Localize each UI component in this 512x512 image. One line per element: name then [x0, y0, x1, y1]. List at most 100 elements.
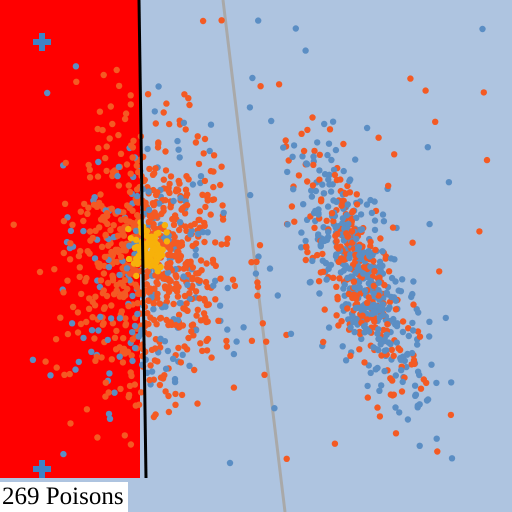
particle — [210, 196, 218, 203]
particle — [252, 270, 260, 277]
particle — [291, 218, 298, 225]
particle — [60, 217, 68, 225]
particle — [371, 226, 379, 234]
particle — [248, 337, 256, 344]
particle — [152, 165, 159, 172]
particle — [167, 246, 174, 253]
particle — [187, 231, 194, 238]
particle — [378, 352, 385, 359]
particle — [201, 238, 208, 246]
particle — [185, 176, 192, 183]
particle — [379, 295, 387, 302]
particle — [117, 385, 124, 393]
particle — [442, 314, 449, 322]
particle — [395, 345, 402, 352]
particle — [47, 372, 54, 379]
particle — [145, 206, 153, 214]
particle — [80, 227, 87, 235]
particle — [194, 400, 201, 407]
particle — [365, 328, 373, 335]
particle — [95, 158, 102, 166]
particle — [209, 256, 217, 263]
particle — [201, 177, 209, 185]
particle — [290, 142, 298, 149]
particle — [199, 347, 206, 355]
particle — [380, 311, 387, 319]
particle — [176, 180, 183, 187]
particle — [374, 404, 381, 411]
particle — [353, 235, 360, 243]
particle — [147, 362, 154, 369]
particle — [108, 248, 115, 256]
particle — [333, 238, 340, 245]
particle — [60, 249, 67, 257]
particle — [220, 209, 227, 216]
particle — [104, 336, 112, 344]
particle — [377, 341, 384, 348]
particle — [411, 382, 419, 389]
particle — [275, 81, 283, 88]
particle — [137, 389, 145, 396]
particle — [355, 279, 363, 286]
particle — [302, 47, 309, 54]
particle — [130, 137, 137, 144]
particle — [381, 367, 388, 375]
particle — [129, 357, 136, 365]
particle — [113, 327, 120, 335]
particle — [341, 281, 348, 288]
particle — [181, 91, 188, 98]
particle — [319, 268, 327, 275]
particle — [287, 330, 295, 337]
particle — [424, 396, 432, 403]
particle — [371, 268, 378, 275]
particle — [380, 218, 388, 225]
particle — [82, 278, 89, 285]
particle — [392, 404, 399, 411]
particle — [176, 299, 183, 307]
particle — [193, 270, 200, 277]
particle — [353, 191, 360, 198]
particle — [77, 247, 84, 255]
particle — [408, 293, 415, 301]
particle — [76, 273, 83, 281]
particle — [259, 320, 266, 327]
particle — [160, 176, 167, 183]
particle — [327, 261, 335, 269]
particle — [80, 217, 87, 225]
particle — [292, 25, 299, 32]
particle — [359, 312, 366, 319]
particle — [196, 295, 203, 302]
particle — [316, 167, 323, 174]
particle — [310, 161, 317, 169]
particle — [150, 306, 157, 313]
particle — [334, 293, 341, 301]
particle — [106, 370, 113, 377]
particle — [217, 275, 224, 282]
particle — [340, 256, 347, 263]
particle — [300, 201, 307, 208]
particle — [53, 364, 60, 371]
particle — [303, 161, 311, 168]
particle — [299, 153, 306, 160]
particle — [212, 239, 219, 246]
particle — [302, 256, 309, 264]
particle — [298, 130, 305, 137]
particle — [175, 257, 182, 264]
particle — [393, 339, 400, 346]
particle — [143, 281, 150, 288]
particle — [447, 411, 455, 419]
particle — [233, 338, 240, 345]
particle — [117, 216, 125, 223]
particle — [361, 287, 369, 294]
particle — [180, 119, 188, 127]
particle — [99, 126, 106, 134]
particle — [321, 306, 328, 313]
particle — [371, 217, 379, 224]
particle — [189, 181, 197, 188]
particle — [219, 202, 226, 209]
particle — [184, 281, 191, 288]
particle — [162, 167, 170, 174]
particle — [364, 382, 371, 390]
